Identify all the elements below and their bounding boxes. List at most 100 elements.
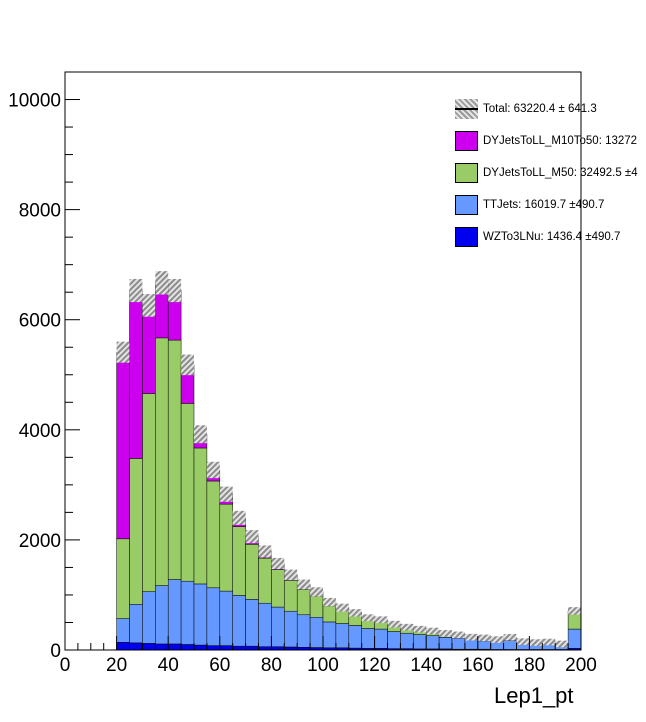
bar-dyjetstoll-m50-50: [193, 447, 208, 585]
error-band-30: [142, 294, 156, 317]
bar-wzto3lnu-25: [129, 642, 143, 651]
error-band-20: [116, 341, 130, 363]
histogram-bars: [116, 282, 582, 651]
bar-dyjetstoll-m50-35: [155, 337, 169, 586]
x-tick-label-200: 200: [565, 655, 597, 676]
error-band-110: [348, 609, 362, 617]
error-band-90: [297, 579, 311, 590]
bar-dyjetstoll-m10to50-20: [116, 351, 130, 540]
error-band-115: [361, 614, 375, 622]
legend-item-ttjets: TTJets: 16019.7 ±490.7: [455, 192, 640, 224]
error-band-120: [374, 616, 388, 624]
bar-ttjets-110: [348, 625, 362, 649]
bar-dyjetstoll-m50-105: [335, 610, 350, 624]
bar-dyjetstoll-m50-60: [219, 503, 233, 592]
legend-label-dyjetstoll-m50: DYJetsToLL_M50: 32492.5 ±4: [483, 167, 638, 179]
error-band-70: [245, 530, 259, 544]
bar-dyjetstoll-m50-20: [116, 538, 130, 619]
error-band-155: [464, 633, 478, 641]
legend-item-dyjetstoll-m10to50: DYJetsToLL_M10To50: 13272: [455, 128, 640, 160]
error-band-180: [529, 639, 543, 646]
y-tick-label-2000: 2000: [19, 531, 61, 552]
bar-ttjets-155: [464, 639, 479, 650]
x-tick-label-180: 180: [514, 655, 546, 676]
bar-ttjets-125: [387, 631, 401, 649]
legend-label-wzto3lnu: WZTo3LNu: 1436.4 ±490.7: [483, 231, 621, 243]
bar-ttjets-30: [142, 591, 156, 644]
bar-ttjets-135: [413, 634, 427, 650]
error-band-40: [168, 278, 182, 303]
y-tick-label-4000: 4000: [19, 421, 61, 442]
y-tick-label-10000: 10000: [8, 91, 61, 112]
wzto3lnu-swatch: [455, 227, 478, 247]
bar-dyjetstoll-m50-100: [322, 605, 337, 623]
bar-dyjetstoll-m50-95: [309, 596, 324, 618]
axis-tick-labels: 0 20 40 60 80 100 120 140 160 180 2000200040006000…: [8, 91, 597, 676]
bar-ttjets-40: [167, 579, 182, 645]
x-tick-label-140: 140: [410, 655, 442, 676]
bar-ttjets-50: [193, 583, 208, 646]
error-band-65: [232, 510, 246, 525]
total-uncertainty-bands: [116, 271, 581, 648]
bar-wzto3lnu-30: [142, 643, 156, 651]
bar-ttjets-65: [232, 595, 246, 647]
bar-dyjetstoll-m50-80: [271, 569, 285, 608]
bar-dyjetstoll-m50-195: [567, 612, 582, 630]
error-band-185: [542, 638, 556, 646]
bar-ttjets-150: [451, 637, 466, 650]
dyjetstoll-m10to50-swatch: [455, 131, 478, 151]
y-tick-label-6000: 6000: [19, 311, 61, 332]
error-band-95: [310, 587, 323, 597]
error-band-55: [206, 461, 220, 479]
bar-ttjets-145: [438, 637, 453, 650]
x-tick-label-60: 60: [209, 655, 230, 676]
bar-wzto3lnu-70: [245, 645, 259, 651]
error-band-85: [284, 569, 298, 581]
bar-wzto3lnu-65: [232, 645, 246, 651]
ttjets-swatch: [455, 195, 478, 215]
bar-ttjets-105: [335, 623, 350, 649]
legend: Total: 63220.4 ± 641.3 DYJetsToLL_M10To5…: [455, 96, 640, 256]
bar-wzto3lnu-55: [206, 645, 221, 651]
bar-dyjetstoll-m50-110: [348, 615, 362, 626]
error-band-160: [477, 634, 491, 642]
bar-ttjets-170: [503, 640, 517, 650]
legend-item-dyjetstoll-m50: DYJetsToLL_M50: 32492.5 ±4: [455, 160, 640, 192]
error-band-105: [335, 603, 349, 612]
bar-dyjetstoll-m50-75: [258, 557, 272, 604]
bar-dyjetstoll-m50-45: [180, 403, 195, 582]
bar-dyjetstoll-m50-25: [129, 458, 143, 605]
error-band-130: [400, 623, 414, 631]
x-tick-label-0: 0: [60, 655, 71, 676]
x-tick-label-20: 20: [106, 655, 127, 676]
error-band-75: [258, 545, 272, 558]
bar-ttjets-75: [258, 602, 272, 647]
bar-wzto3lnu-40: [167, 643, 182, 651]
y-tick-label-0: 0: [50, 641, 61, 662]
bar-dyjetstoll-m50-40: [167, 339, 182, 580]
x-tick-label-100: 100: [307, 655, 339, 676]
bar-dyjetstoll-m50-90: [296, 589, 311, 616]
error-band-125: [387, 620, 401, 628]
bar-ttjets-95: [309, 616, 324, 648]
bar-dyjetstoll-m50-115: [361, 620, 375, 629]
error-band-100: [323, 597, 336, 607]
error-band-60: [219, 486, 233, 502]
bar-dyjetstoll-m50-65: [232, 526, 246, 596]
bar-dyjetstoll-m50-30: [142, 393, 156, 592]
x-tick-label-80: 80: [261, 655, 282, 676]
bar-ttjets-115: [361, 628, 375, 649]
legend-item-wzto3lnu: WZTo3LNu: 1436.4 ±490.7: [455, 224, 640, 256]
error-band-165: [490, 636, 504, 643]
error-band-140: [426, 627, 440, 635]
bar-ttjets-20: [116, 618, 130, 643]
error-band-150: [452, 631, 465, 639]
bar-ttjets-120: [374, 628, 388, 649]
bar-ttjets-165: [490, 641, 504, 650]
bar-ttjets-55: [206, 587, 221, 646]
bar-dyjetstoll-m50-85: [284, 580, 298, 612]
bar-ttjets-70: [245, 599, 259, 647]
error-band-175: [516, 638, 530, 645]
bar-dyjetstoll-m10to50-30: [142, 305, 156, 394]
